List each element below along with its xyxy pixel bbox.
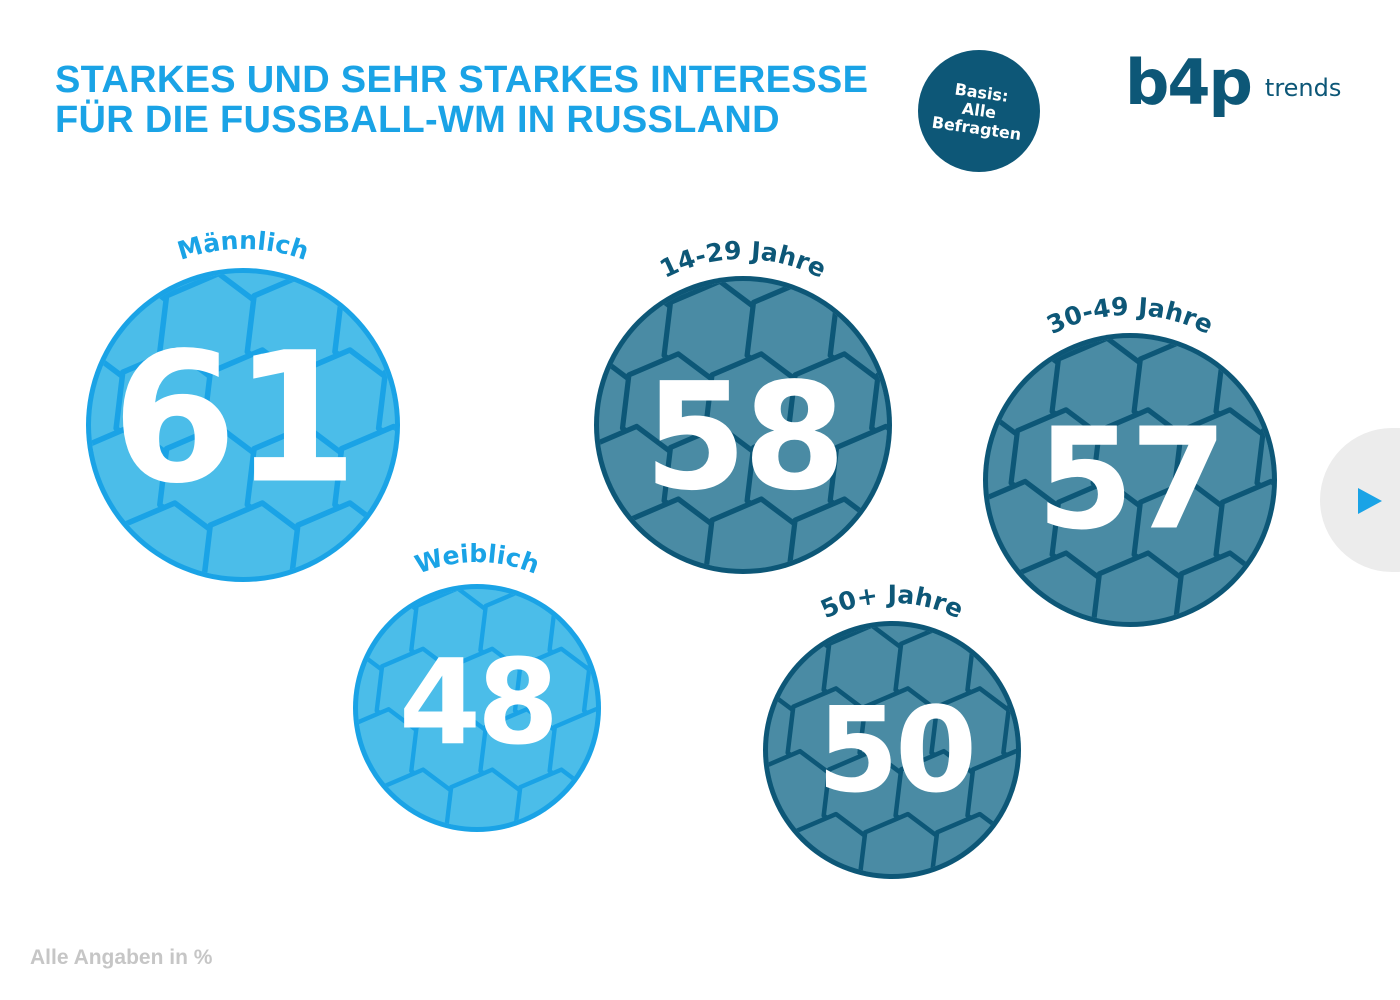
bubble-label: 30-49 Jahre: [1042, 292, 1218, 340]
bubble-value: 50: [817, 681, 973, 819]
bubble-0: 61 Männlich: [86, 226, 400, 582]
soccer-ball-patches: [91, 273, 395, 577]
bubble-value: 61: [112, 315, 355, 524]
play-arrow-icon: [1358, 488, 1382, 514]
logo-mark: b4p: [1125, 46, 1253, 119]
bubble-value: 58: [644, 351, 842, 523]
b4p-trends-logo: b4p trends: [1125, 48, 1341, 128]
bubble-value: 57: [1037, 399, 1224, 562]
title-line-2: FÜR DIE FUSSBALL-WM IN RUSSLAND: [55, 99, 780, 141]
bubble-label: Männlich: [174, 226, 312, 266]
bubble-label: 50+ Jahre: [816, 580, 968, 624]
chart-title: STARKES UND SEHR STARKES INTERESSE FÜR D…: [55, 60, 868, 140]
bubble-value: 48: [399, 633, 555, 771]
footnote: Alle Angaben in %: [30, 946, 213, 969]
bubble-label: Weiblich: [411, 539, 543, 580]
title-line-1: STARKES UND SEHR STARKES INTERESSE: [55, 59, 869, 101]
bubble-4: 50 50+ Jahre: [763, 580, 1021, 879]
basis-badge: Basis: Alle Befragten: [918, 50, 1040, 172]
logo-subtitle: trends: [1264, 74, 1342, 102]
